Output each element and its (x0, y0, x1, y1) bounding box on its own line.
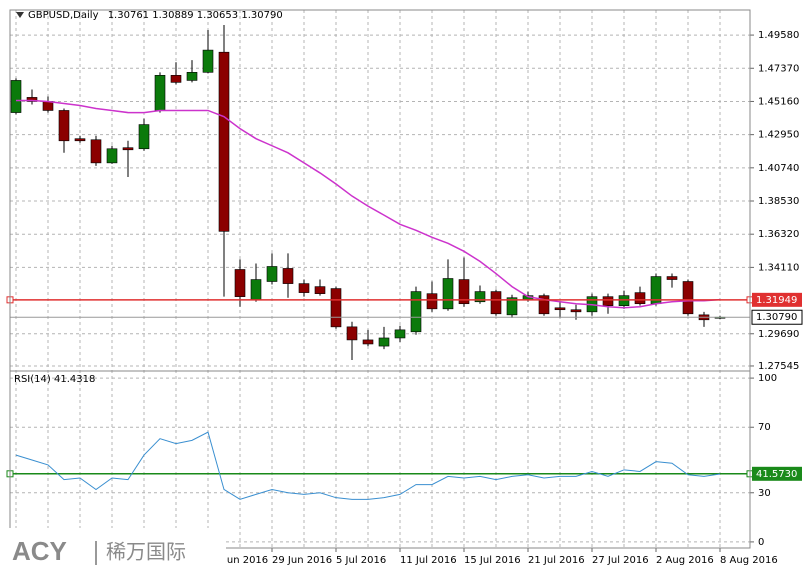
candle-body (378, 337, 390, 347)
x-tick-label: 15 Jul 2016 (464, 555, 521, 566)
x-tick-label: 5 Jul 2016 (336, 555, 386, 566)
x-tick-label: 2 Aug 2016 (656, 555, 714, 566)
candle-body (250, 279, 262, 300)
candle-body (682, 281, 694, 315)
chart-header: GBPUSD,Daily 1.30761 1.30889 1.30653 1.3… (28, 10, 283, 21)
y-tick-label: 1.36320 (758, 229, 799, 240)
candle-body (170, 75, 182, 83)
candle-body (138, 124, 150, 150)
candle-body (202, 49, 214, 73)
candle-body (122, 147, 134, 151)
level-label: 1.31949 (756, 295, 797, 306)
rsi-line (15, 431, 721, 500)
y-tick-label: 1.27545 (758, 361, 799, 372)
candle-body (666, 276, 678, 280)
candle-body (314, 286, 326, 294)
rsi-value: 41.4318 (54, 374, 95, 385)
y-tick-label: 70 (758, 422, 771, 433)
candle-body (26, 97, 38, 102)
candle-body (474, 291, 486, 303)
x-tick-label: 23 Jun 2016 (208, 555, 268, 566)
candle-body (10, 80, 22, 113)
y-tick-label: 100 (758, 373, 777, 384)
y-tick-label: 1.38530 (758, 196, 799, 207)
x-tick-label: 29 Jun 2016 (272, 555, 332, 566)
symbol: GBPUSD,Daily (28, 10, 99, 21)
x-tick-label: 8 Aug 2016 (720, 555, 778, 566)
candle-body (90, 139, 102, 164)
candle-body (218, 51, 230, 232)
rsi-level-label: 41.5730 (756, 469, 797, 480)
y-tick-label: 1.29690 (758, 329, 799, 340)
plot-layer: 1.49580 1.47370 1.45160 1.42950 1.40740 1.385… (6, 10, 803, 552)
candle-body (282, 268, 294, 284)
candle-body (58, 110, 70, 142)
low: 1.30653 (197, 10, 238, 21)
y-tick-label: 1.42950 (758, 130, 799, 141)
candle-body (154, 75, 166, 111)
high: 1.30889 (152, 10, 193, 21)
candle-body (538, 295, 550, 315)
y-tick-label: 30 (758, 488, 771, 499)
candle-body (346, 326, 358, 341)
level-label-box (752, 292, 802, 307)
candle-body (410, 291, 422, 333)
candle-body (458, 279, 470, 305)
candle-body (506, 297, 518, 316)
watermark-name: 稀万国际 (106, 540, 186, 564)
candle-body (106, 148, 118, 164)
y-tick-label: 1.49580 (758, 30, 799, 41)
watermark-box (0, 528, 226, 577)
watermark: ACY 稀万国际 (0, 528, 226, 577)
rsi-level-box (752, 466, 802, 481)
candle-body (298, 283, 310, 293)
candle-body (234, 269, 246, 297)
candle-body (330, 288, 342, 328)
x-tick-label: 21 Jul 2016 (528, 555, 585, 566)
bid-label: 1.30790 (756, 312, 797, 323)
moving-average (16, 99, 721, 309)
y-tick-label: 1.40740 (758, 163, 799, 174)
open: 1.30761 (108, 10, 149, 21)
candle-body (266, 266, 278, 282)
candle-body (362, 339, 374, 345)
rsi-header: RSI(14) 41.4318 (14, 374, 95, 385)
candle-body (618, 295, 630, 306)
rsi-title: RSI(14) (14, 374, 51, 385)
candle-body (394, 329, 406, 339)
x-tick-label: 27 Jul 2016 (592, 555, 649, 566)
y-tick-label: 1.34110 (758, 262, 799, 273)
candle-body (186, 72, 198, 81)
candle-body (74, 138, 86, 142)
candle-body (554, 307, 566, 311)
x-tick-label: 11 Jul 2016 (400, 555, 457, 566)
bid-label-box (751, 309, 803, 325)
y-tick-label: 1.45160 (758, 96, 799, 107)
candle-body (634, 292, 646, 305)
menu-arrow[interactable] (16, 12, 24, 18)
close: 1.30790 (241, 10, 282, 21)
watermark-logo: ACY (12, 536, 67, 566)
candle-body (602, 296, 614, 306)
candle-body (570, 309, 582, 313)
candle-body (442, 278, 454, 310)
candle-body (490, 291, 502, 315)
y-tick-label: 0 (758, 537, 764, 548)
candle-body (42, 101, 54, 111)
plot-frame (9, 9, 751, 549)
candle-body (426, 293, 438, 310)
y-tick-label: 1.47370 (758, 63, 799, 74)
